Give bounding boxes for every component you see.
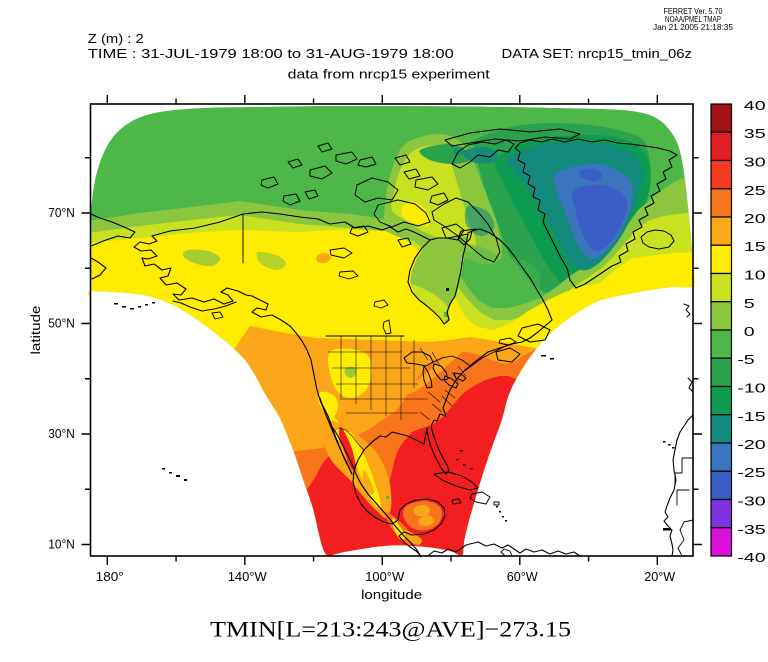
svg-text:35: 35 — [744, 126, 766, 141]
svg-text:-5: -5 — [737, 352, 754, 367]
svg-text:10: 10 — [744, 268, 766, 283]
svg-text:40: 40 — [744, 98, 766, 113]
svg-text:TMIN[L=213:243@AVE]−273.15: TMIN[L=213:243@AVE]−273.15 — [210, 617, 571, 642]
svg-text:30°N: 30°N — [48, 427, 75, 441]
svg-text:Jan 21 2005 21:18:35: Jan 21 2005 21:18:35 — [653, 23, 734, 32]
svg-text:25: 25 — [744, 183, 766, 198]
svg-text:140°W: 140°W — [228, 569, 268, 584]
svg-text:DATA SET: nrcp15_tmin_06z: DATA SET: nrcp15_tmin_06z — [502, 46, 693, 61]
svg-text:-10: -10 — [737, 381, 765, 396]
svg-text:data from nrcp15 experiment: data from nrcp15 experiment — [288, 67, 490, 82]
svg-text:FERRET Ver. 5.70: FERRET Ver. 5.70 — [664, 7, 723, 16]
svg-text:5: 5 — [744, 296, 755, 311]
svg-text:60°W: 60°W — [507, 569, 539, 584]
svg-text:NOAA/PMEL TMAP: NOAA/PMEL TMAP — [665, 15, 721, 24]
svg-text:-40: -40 — [737, 550, 765, 565]
svg-text:longitude: longitude — [361, 587, 422, 602]
svg-text:Z (m) : 2: Z (m) : 2 — [88, 31, 144, 46]
svg-text:-20: -20 — [737, 437, 765, 452]
svg-text:latitude: latitude — [28, 306, 43, 355]
svg-text:50°N: 50°N — [48, 317, 75, 331]
svg-text:100°W: 100°W — [365, 569, 405, 584]
svg-text:TIME : 31-JUL-1979 18:00 to 31: TIME : 31-JUL-1979 18:00 to 31-AUG-1979 … — [88, 46, 454, 61]
svg-text:10°N: 10°N — [48, 538, 75, 552]
svg-text:0: 0 — [744, 324, 755, 339]
svg-text:180°: 180° — [96, 569, 124, 584]
svg-text:15: 15 — [744, 239, 766, 254]
svg-text:30: 30 — [744, 155, 766, 170]
svg-text:70°N: 70°N — [48, 206, 75, 220]
svg-text:20°W: 20°W — [644, 569, 676, 584]
svg-text:-35: -35 — [737, 522, 765, 537]
svg-text:-30: -30 — [737, 494, 765, 509]
svg-text:20: 20 — [744, 211, 766, 226]
svg-text:-15: -15 — [737, 409, 765, 424]
svg-text:-25: -25 — [737, 465, 765, 480]
